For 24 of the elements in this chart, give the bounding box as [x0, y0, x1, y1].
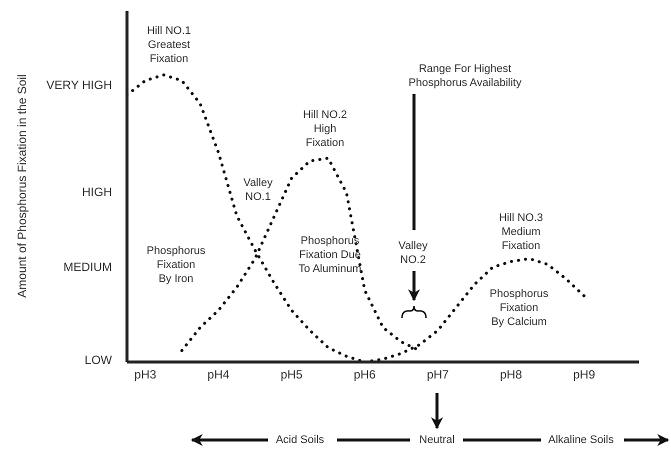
x-tick-label: pH3 [134, 368, 157, 382]
text: HIGH [82, 185, 112, 199]
text: Hill NO.1 Greatest Fixation [146, 25, 192, 65]
text: MEDIUM [63, 260, 112, 274]
annotation: Phosphorus Fixation By Iron [146, 245, 206, 285]
x-tick-label: pH4 [207, 368, 230, 382]
text: Alkaline Soils [548, 434, 614, 446]
annotation: Valley NO.1 [243, 177, 274, 203]
text: Neutral [419, 434, 455, 446]
annotation: Valley NO.2 [398, 240, 428, 266]
annotation: Range For Highest Phosphorus Availability [408, 63, 522, 89]
annotation: Hill NO.3 Medium Fixation [498, 212, 544, 252]
x-tick-label: pH7 [426, 368, 450, 382]
x-tick-label: pH5 [280, 368, 303, 382]
annotation: Hill NO.2 High Fixation [302, 109, 348, 149]
annotation: Phosphorus Fixation Due To Aluminum [298, 235, 362, 275]
text: Amount of Phosphorus Fixation in the Soil [15, 74, 29, 298]
text: LOW [84, 353, 113, 367]
text: VERY HIGH [46, 78, 112, 92]
text: Acid Soils [276, 434, 325, 446]
x-tick-label: pH8 [500, 368, 522, 382]
x-tick-label: pH9 [573, 368, 596, 382]
annotation: Phosphorus Fixation By Calcium [490, 288, 549, 328]
x-tick-label: pH6 [354, 368, 376, 382]
